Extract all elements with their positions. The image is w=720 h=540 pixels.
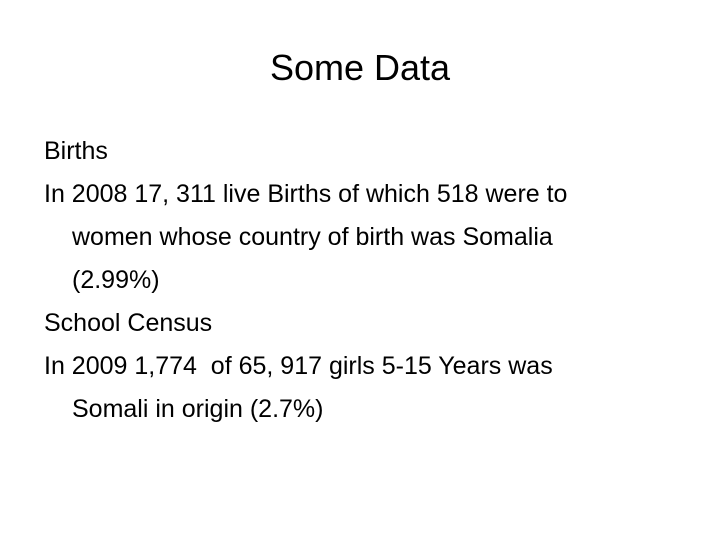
slide-body: Births In 2008 17, 311 live Births of whi… <box>44 130 704 431</box>
paragraph: In 2009 1,774 of 65, 917 girls 5-15 Year… <box>44 345 704 431</box>
text-line: School Census <box>44 309 213 337</box>
text-line: In 2009 1,774 of 65, 917 girls 5-15 Year… <box>44 352 553 380</box>
slide-title: Some Data <box>269 47 451 88</box>
text-line: Births <box>44 137 108 165</box>
paragraph: School Census <box>44 302 704 345</box>
text-line: Somali in origin (2.7%) <box>72 395 324 423</box>
text-line: women whose country of birth was Somalia <box>72 223 553 251</box>
text-line: (2.99%) <box>72 266 160 294</box>
paragraph: In 2008 17, 311 live Births of which 518… <box>44 173 704 302</box>
paragraph: Births <box>44 130 704 173</box>
text-line: In 2008 17, 311 live Births of which 518… <box>44 180 568 208</box>
